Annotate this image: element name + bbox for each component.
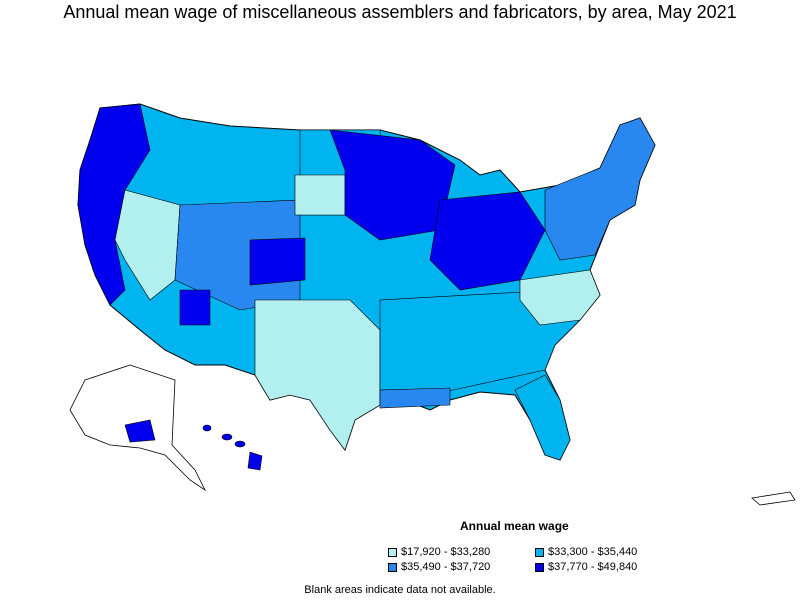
alaska-shaded-area	[124, 419, 156, 443]
new-mexico-region	[179, 289, 211, 326]
legend-swatch-3	[388, 562, 397, 572]
hawaii	[202, 424, 263, 471]
data-availability-note: Blank areas indicate data not available.	[304, 584, 496, 596]
gulf-coast-region	[379, 387, 451, 409]
legend-label-3: $35,490 - $37,720	[401, 561, 491, 573]
legend-item-3: $35,490 - $37,720	[388, 561, 490, 573]
legend-item-2: $33,300 - $35,440	[535, 546, 637, 558]
legend-swatch-1	[388, 547, 397, 557]
west-coast-region	[77, 103, 151, 306]
south-central-region	[254, 299, 381, 451]
legend-item-1: $17,920 - $33,280	[388, 546, 490, 558]
legend-label-4: $37,770 - $49,840	[548, 561, 638, 573]
florida-region	[514, 374, 571, 461]
legend-label-1: $17,920 - $33,280	[401, 546, 491, 558]
northeast-region	[544, 117, 656, 261]
legend-swatch-2	[535, 547, 544, 557]
colorado-region	[249, 237, 306, 286]
upper-midwest-region	[329, 129, 456, 241]
legend-item-4: $37,770 - $49,840	[535, 561, 637, 573]
legend-title: Annual mean wage	[460, 519, 569, 533]
legend-swatch-4	[535, 562, 544, 572]
carolinas-region	[519, 269, 601, 326]
legend-label-2: $33,300 - $35,440	[548, 546, 638, 558]
map-title: Annual mean wage of miscellaneous assemb…	[63, 2, 737, 22]
puerto-rico	[751, 491, 796, 506]
dakota-region	[294, 174, 346, 216]
